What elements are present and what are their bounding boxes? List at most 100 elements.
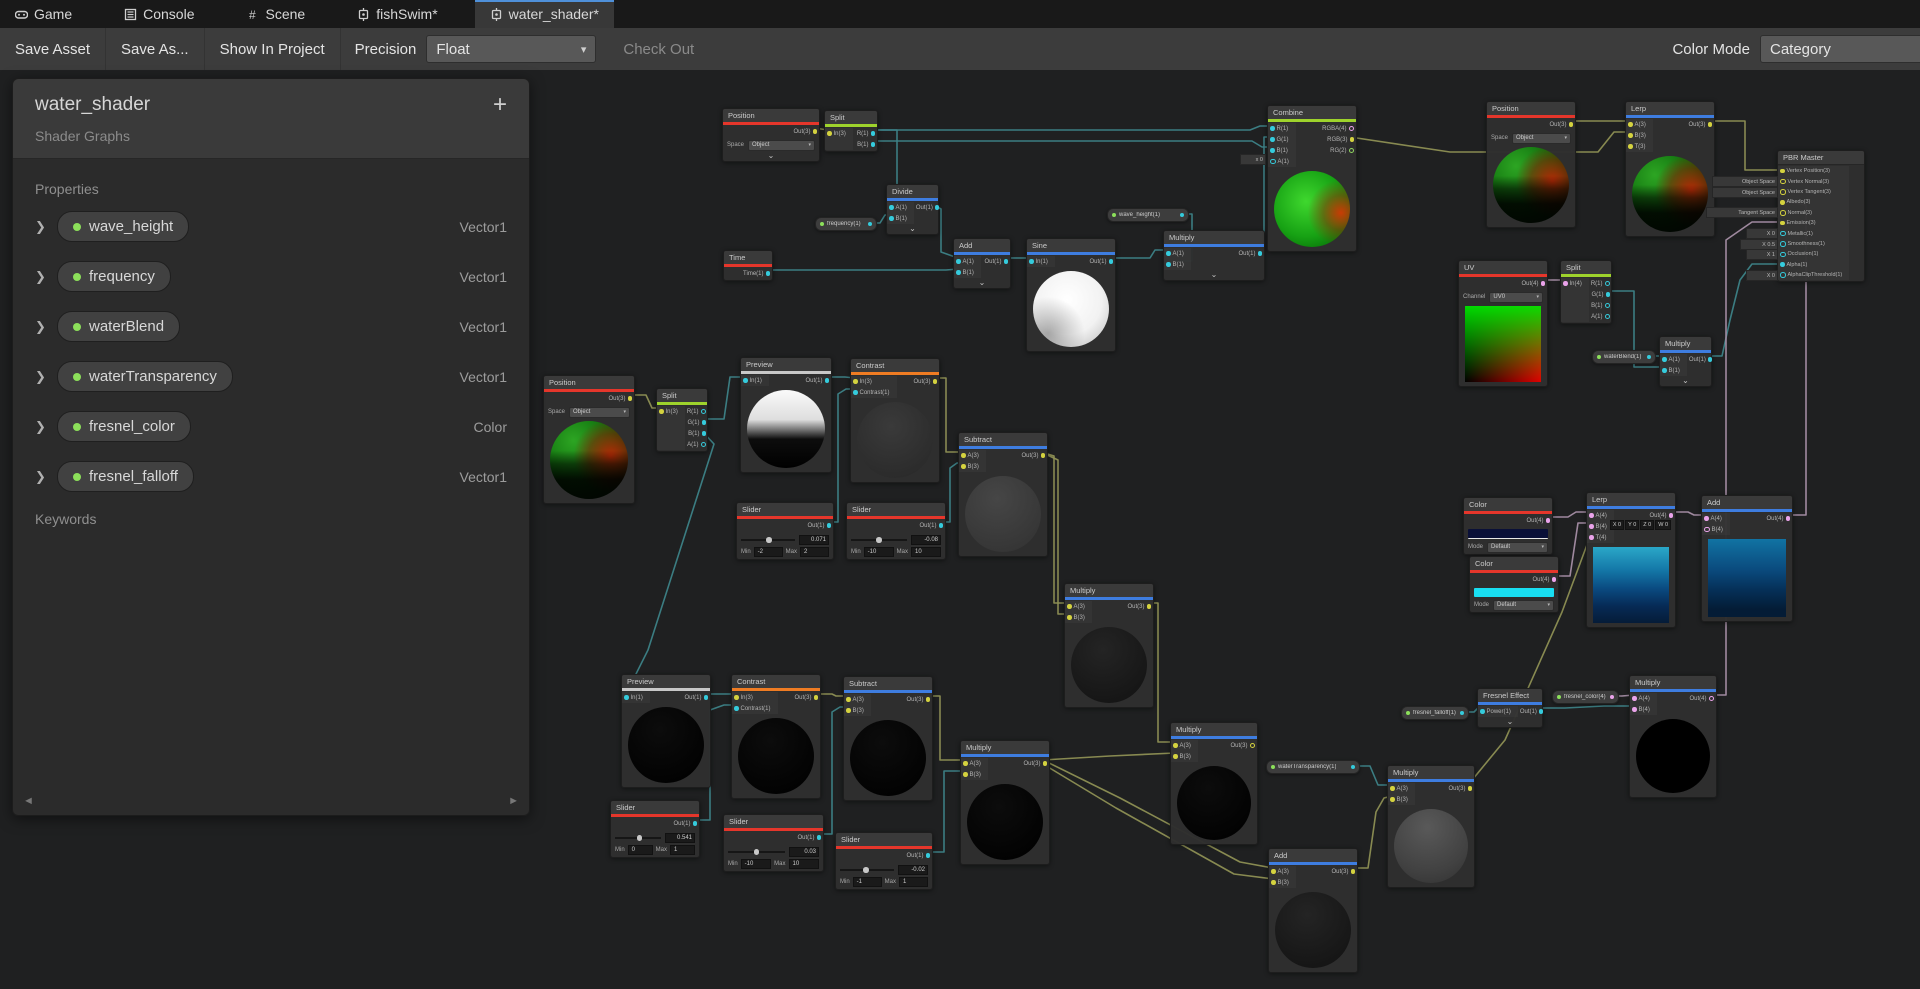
- port-a-1[interactable]: A(1): [887, 202, 909, 213]
- blackboard-panel[interactable]: water_shader + Shader Graphs Properties …: [12, 78, 530, 816]
- port-out-3[interactable]: Out(3): [1446, 783, 1474, 794]
- port-out-1[interactable]: Out(1): [805, 520, 833, 531]
- property-node-fresnel-color-4[interactable]: fresnel_color(4): [1552, 690, 1619, 704]
- property-node-waterblend-1[interactable]: waterBlend(1): [1592, 350, 1656, 364]
- port-out-3[interactable]: Out(3): [911, 376, 939, 387]
- slider-track[interactable]: [615, 835, 661, 841]
- port-dot[interactable]: [889, 205, 894, 210]
- port-out-3[interactable]: Out(3): [1021, 758, 1049, 769]
- port-dot[interactable]: [659, 409, 664, 414]
- port-out-1[interactable]: Out(1): [904, 850, 932, 861]
- port-dot[interactable]: [1563, 281, 1568, 286]
- slider-control[interactable]: -0.02: [840, 865, 928, 875]
- port-out-1[interactable]: Out(1): [671, 818, 699, 829]
- port-dot[interactable]: [1568, 122, 1573, 127]
- node-multiply-6[interactable]: Multiply A(3) B(3) Out(3): [1387, 765, 1475, 888]
- port-dot[interactable]: [1628, 144, 1633, 149]
- color-mode-dropdown[interactable]: Category▾: [1760, 35, 1920, 63]
- port-rg-2[interactable]: RG(2): [1328, 145, 1356, 156]
- port-dot[interactable]: [870, 131, 875, 136]
- port-dot[interactable]: [1780, 241, 1786, 247]
- port-in-1[interactable]: In(1): [741, 375, 764, 386]
- port-dot[interactable]: [1780, 210, 1786, 216]
- add-property-button[interactable]: +: [492, 91, 507, 118]
- slider-handle[interactable]: [876, 537, 882, 543]
- port-dot[interactable]: [816, 835, 821, 840]
- default-value-widget[interactable]: Object Space: [1712, 187, 1778, 198]
- node-add-3[interactable]: Add A(3) B(3) Out(3): [1268, 848, 1358, 973]
- collapse-chevron-icon[interactable]: ⌄: [1210, 270, 1218, 279]
- node-pbr-master[interactable]: PBR Master Vertex Position(3) Vertex Norma…: [1777, 150, 1865, 283]
- save-as-button[interactable]: Save As...: [106, 28, 205, 70]
- property-node-watertransparency-1[interactable]: waterTransparency(1): [1266, 760, 1360, 774]
- port-dot[interactable]: [1067, 604, 1072, 609]
- dropdown-channel[interactable]: Channel UV0 ▾: [1463, 291, 1543, 303]
- port-a-4[interactable]: A(4): [1630, 693, 1652, 704]
- port-b-1[interactable]: B(1): [1164, 259, 1186, 270]
- port-out-3[interactable]: Out(3): [1019, 450, 1047, 461]
- port-dot[interactable]: [813, 695, 818, 700]
- node-fresnel-effect[interactable]: Fresnel Effect Power(1) Out(1) ⌄: [1477, 688, 1544, 728]
- default-value-widget[interactable]: Object Space: [1712, 176, 1778, 187]
- port-dot[interactable]: [1348, 147, 1354, 154]
- port-dot[interactable]: [1628, 133, 1633, 138]
- max-value[interactable]: 1: [899, 876, 929, 887]
- port-dot[interactable]: [1707, 122, 1712, 127]
- port-dot[interactable]: [700, 441, 707, 448]
- port-dot[interactable]: [1707, 357, 1713, 362]
- node-subtract-2[interactable]: Subtract A(3) B(3) Out(3): [843, 676, 933, 801]
- default-value-widget[interactable]: X 1: [1746, 249, 1778, 260]
- node-contrast-2[interactable]: Contrast In(3) Contrast(1) Out(3): [731, 674, 821, 799]
- port-b-1[interactable]: B(1): [855, 139, 877, 150]
- port-b-1[interactable]: B(1): [954, 267, 976, 278]
- port-dot[interactable]: [765, 271, 770, 276]
- slider-value[interactable]: 0.071: [799, 535, 829, 545]
- property-pill-frequency[interactable]: frequency: [57, 261, 171, 292]
- port-b-4[interactable]: B(4): [1587, 521, 1609, 532]
- port-b-3[interactable]: B(3): [1626, 130, 1648, 141]
- port-out-4[interactable]: Out(4): [1524, 515, 1552, 526]
- port-occlusion-1[interactable]: Occlusion(1): [1778, 249, 1820, 259]
- port-vertex-position-3[interactable]: Vertex Position(3): [1778, 166, 1832, 176]
- node-multiply-5[interactable]: Multiply A(3) B(3) Out(3): [960, 740, 1050, 865]
- port-in-4[interactable]: In(4): [1561, 278, 1584, 289]
- port-dot[interactable]: [1166, 262, 1171, 267]
- node-divide[interactable]: Divide A(1) B(1) Out(1) ⌄: [886, 184, 940, 235]
- port-dot[interactable]: [1780, 230, 1786, 237]
- dropdown-space[interactable]: Space Object ▾: [1491, 132, 1571, 144]
- port-dot[interactable]: [692, 821, 697, 826]
- node-split-1[interactable]: Split In(3) R(1) B(1): [824, 110, 878, 152]
- slider-value[interactable]: -0.02: [898, 865, 928, 875]
- port-out-1[interactable]: Out(1): [982, 256, 1010, 267]
- port-dot[interactable]: [734, 706, 739, 711]
- port-dot[interactable]: [1040, 453, 1045, 458]
- port-dot[interactable]: [1780, 251, 1786, 258]
- port-dot[interactable]: [1467, 786, 1472, 791]
- port-out-3[interactable]: Out(3): [1547, 119, 1575, 130]
- max-value[interactable]: 10: [788, 858, 820, 869]
- node-slider-1[interactable]: Slider Out(1) 0.071 Min -2 Max 2: [736, 502, 834, 560]
- node-multiply-1[interactable]: Multiply A(1) B(1) Out(1) ⌄: [1163, 230, 1265, 281]
- port-dot[interactable]: [1390, 797, 1395, 802]
- dropdown-value[interactable]: Object ▾: [748, 139, 815, 151]
- property-node-wave-height-1[interactable]: wave_height(1): [1107, 208, 1189, 222]
- port-dot[interactable]: [1390, 786, 1395, 791]
- default-value-widget[interactable]: Tangent Space: [1706, 207, 1778, 218]
- port-a-3[interactable]: A(3): [961, 758, 983, 769]
- port-dot[interactable]: [846, 697, 851, 702]
- port-dot[interactable]: [1780, 178, 1786, 185]
- port-dot[interactable]: [853, 390, 858, 395]
- port-dot[interactable]: [1780, 168, 1785, 174]
- port-b-3[interactable]: B(3): [961, 769, 983, 780]
- slider-value[interactable]: 0.03: [789, 847, 819, 857]
- port-in-1[interactable]: In(1): [622, 692, 645, 703]
- port-dot[interactable]: [1610, 695, 1614, 699]
- port-out-1[interactable]: Out(1): [1087, 256, 1115, 267]
- port-dot[interactable]: [701, 431, 707, 436]
- slider-value[interactable]: -0.08: [911, 535, 941, 545]
- node-multiply-2[interactable]: Multiply A(1) B(1) Out(1) ⌄: [1659, 336, 1713, 387]
- slider-value[interactable]: 0.541: [665, 833, 695, 843]
- port-in-3[interactable]: In(3): [851, 376, 874, 387]
- node-split-2[interactable]: Split In(4) R(1) G(1) B(1) A(1): [1560, 260, 1612, 324]
